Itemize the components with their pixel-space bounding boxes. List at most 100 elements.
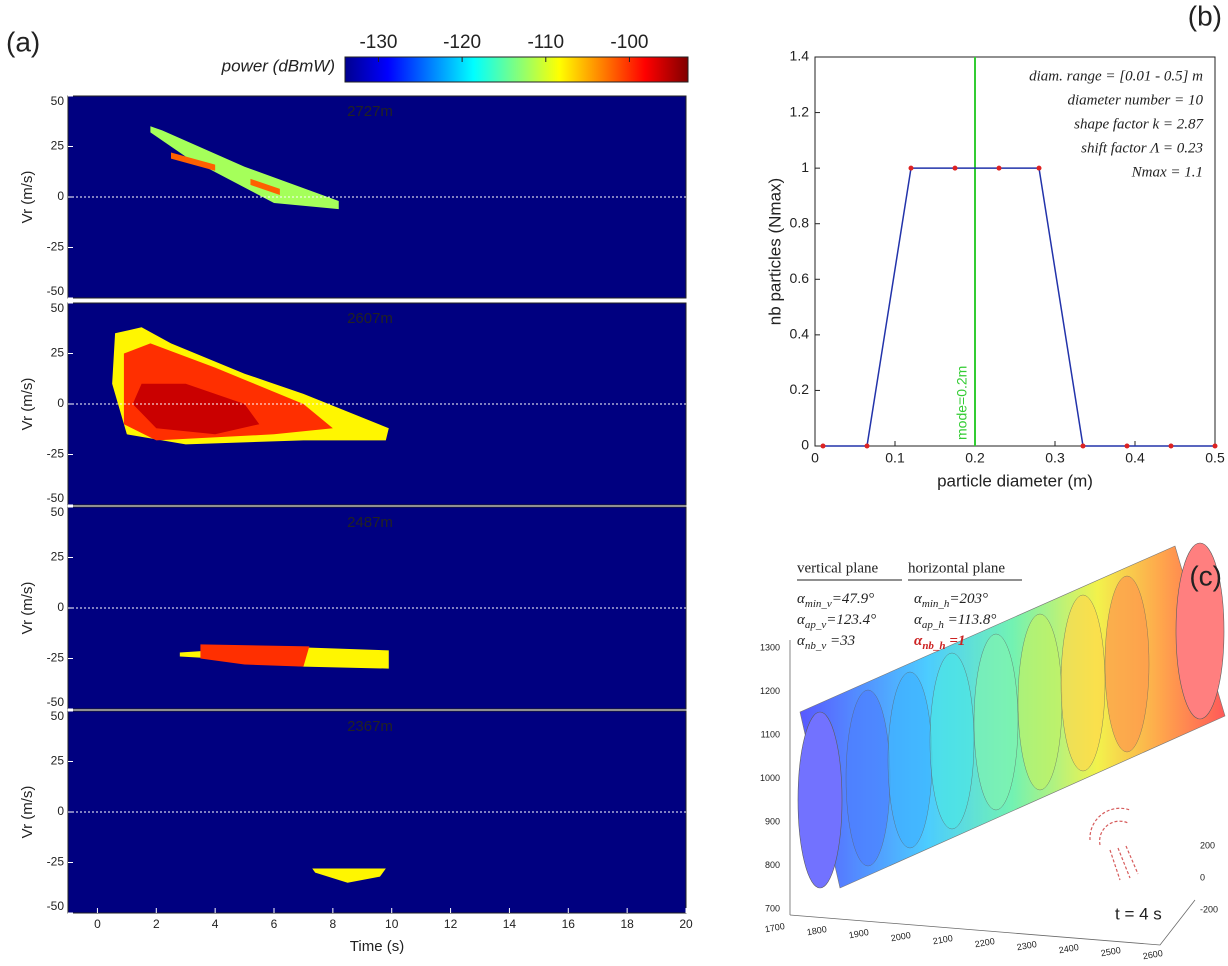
x-tick-label: 10 bbox=[385, 917, 399, 931]
subplot-title: 2607m bbox=[347, 310, 393, 327]
parameter-value: =113.8° bbox=[944, 612, 997, 628]
y-tick-label: 50 bbox=[51, 94, 65, 108]
y-tick-label: 0 bbox=[57, 600, 64, 614]
size-distribution-line bbox=[823, 167, 1215, 447]
annotation: Nmax = 1.1 bbox=[1131, 164, 1203, 180]
y-tick-label: 0.6 bbox=[790, 270, 810, 286]
y-tick-label: 50 bbox=[51, 301, 65, 315]
parameter-symbol: α bbox=[914, 612, 923, 628]
y-tick-label: 1.2 bbox=[790, 103, 810, 119]
parameter: αnb_h =1 bbox=[914, 633, 965, 651]
parameter-subscript: ap_h bbox=[922, 619, 945, 631]
y-tick-label: -50 bbox=[47, 695, 65, 709]
y-tick-label: 0 bbox=[57, 189, 64, 203]
power-region bbox=[200, 644, 310, 667]
y-tick-label: 1200 bbox=[760, 686, 780, 696]
parameter-symbol: α bbox=[797, 633, 806, 649]
parameter-value: =33 bbox=[826, 633, 855, 649]
y-tick-label: 25 bbox=[51, 139, 65, 153]
x-tick-label: 2300 bbox=[1016, 939, 1037, 952]
x-tick-label: 12 bbox=[444, 917, 458, 931]
x-tick-label: 18 bbox=[620, 917, 634, 931]
colorbar bbox=[344, 56, 689, 83]
x-tick-label: 14 bbox=[503, 917, 517, 931]
y-tick-label: 900 bbox=[765, 816, 780, 826]
x-tick-label: 20 bbox=[679, 917, 693, 931]
z-tick-label: 0 bbox=[1200, 872, 1205, 882]
data-point bbox=[1080, 443, 1086, 449]
power-region bbox=[250, 178, 280, 195]
y-tick-label: 25 bbox=[51, 346, 65, 360]
y-tick-label: 50 bbox=[51, 505, 65, 519]
y-axis-label: nb particles (Nmax) bbox=[765, 178, 784, 325]
y-tick-label: 1100 bbox=[761, 729, 780, 739]
colorbar-tick-label: -100 bbox=[610, 32, 648, 53]
y-tick-label: -50 bbox=[47, 899, 65, 913]
parameter-value: =203° bbox=[949, 591, 988, 607]
subplot-title: 2727m bbox=[347, 103, 393, 120]
x-tick-label: 2200 bbox=[974, 936, 995, 949]
data-point bbox=[908, 165, 914, 171]
x-tick-label: 2600 bbox=[1142, 948, 1163, 961]
y-tick-label: 0.4 bbox=[790, 326, 810, 342]
power-region bbox=[132, 383, 260, 435]
parameter-symbol: α bbox=[914, 591, 923, 607]
y-tick-label: 700 bbox=[765, 903, 780, 913]
annotation: shape factor k = 2.87 bbox=[1074, 116, 1204, 132]
parameter-value: =123.4° bbox=[826, 612, 876, 628]
annotation: diameter number = 10 bbox=[1067, 92, 1203, 108]
parameter: αmin_h=203° bbox=[914, 591, 988, 609]
y-tick-label: -50 bbox=[47, 284, 65, 298]
colorbar-tick-label: -110 bbox=[527, 32, 564, 53]
cylinder-drawing bbox=[789, 542, 1226, 946]
subplot-title: 2487m bbox=[347, 514, 393, 531]
x-tick-label: 6 bbox=[271, 917, 278, 931]
annotation: shift factor Λ = 0.23 bbox=[1081, 140, 1203, 156]
power-region bbox=[150, 126, 339, 210]
y-axis-label: Vr (m/s) bbox=[19, 171, 36, 224]
x-tick-label: 0.1 bbox=[885, 450, 905, 466]
x-tick-label: 2100 bbox=[932, 933, 953, 946]
panel-label: (c) bbox=[1189, 560, 1222, 591]
parameter-symbol: α bbox=[797, 591, 806, 607]
data-point bbox=[1168, 443, 1174, 449]
x-tick-label: 16 bbox=[562, 917, 576, 931]
x-axis-label: Time (s) bbox=[350, 938, 404, 955]
parameter: αmin_v=47.9° bbox=[797, 591, 874, 609]
y-tick-label: -25 bbox=[47, 240, 65, 254]
power-region bbox=[171, 152, 216, 171]
x-tick-label: 2400 bbox=[1058, 942, 1079, 955]
y-tick-label: 0.2 bbox=[790, 381, 810, 397]
colorbar-label: power (dBmW) bbox=[221, 56, 335, 75]
parameter-value: =47.9° bbox=[832, 591, 874, 607]
subplot-title: 2367m bbox=[347, 718, 393, 735]
y-tick-label: 50 bbox=[51, 709, 65, 723]
x-tick-label: 2500 bbox=[1100, 945, 1121, 958]
data-point bbox=[996, 165, 1002, 171]
parameter-subscript: nb_v bbox=[805, 640, 827, 652]
annotation: diam. range = [0.01 - 0.5] m bbox=[1029, 68, 1203, 84]
power-region bbox=[312, 868, 386, 883]
colorbar-tick-label: -130 bbox=[359, 32, 397, 53]
y-tick-label: -50 bbox=[47, 491, 65, 505]
y-tick-label: 1.4 bbox=[790, 48, 810, 64]
plot-area bbox=[814, 56, 1216, 447]
x-tick-label: 2000 bbox=[890, 930, 911, 943]
y-tick-label: 25 bbox=[51, 754, 65, 768]
parameter-subscript: ap_v bbox=[805, 619, 827, 631]
parameter: αnb_v =33 bbox=[797, 633, 855, 651]
x-tick-label: 4 bbox=[212, 917, 219, 931]
z-tick-label: 200 bbox=[1200, 840, 1215, 850]
data-point bbox=[1124, 443, 1130, 449]
x-tick-label: 1700 bbox=[764, 921, 785, 934]
y-tick-label: 1000 bbox=[760, 773, 780, 783]
panel-label: (b) bbox=[1188, 0, 1222, 31]
x-tick-label: 1800 bbox=[806, 924, 827, 937]
y-tick-label: 1 bbox=[801, 159, 809, 175]
data-point bbox=[1212, 443, 1218, 449]
parameter: αap_v=123.4° bbox=[797, 612, 876, 630]
parameter-subscript: min_v bbox=[805, 598, 832, 610]
heading: horizontal plane bbox=[908, 560, 1005, 576]
data-point bbox=[952, 165, 958, 171]
y-tick-label: 25 bbox=[51, 550, 65, 564]
